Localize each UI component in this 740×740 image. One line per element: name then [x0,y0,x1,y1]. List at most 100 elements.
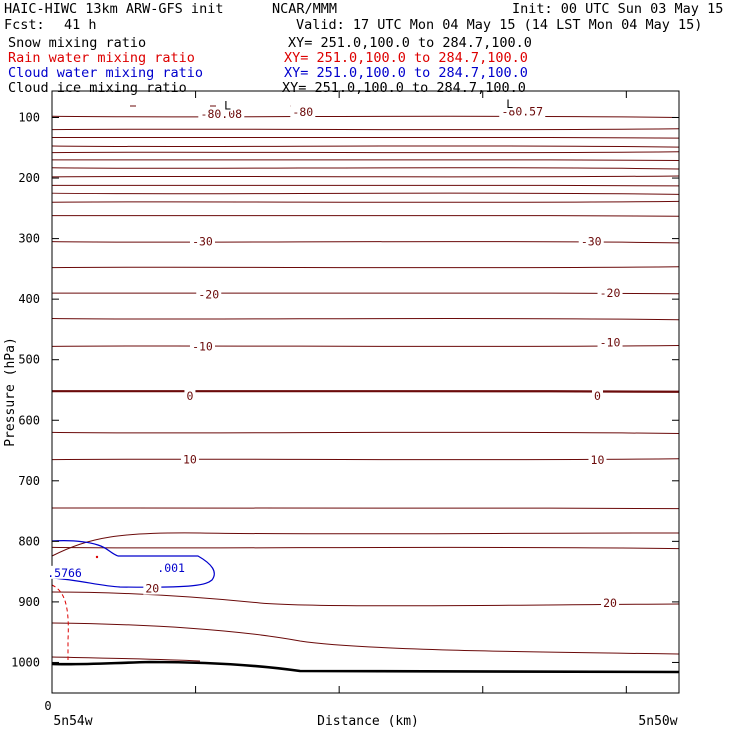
temperature-contour-line [51,431,680,435]
temperature-contour-line [51,200,680,203]
rain-water-contour [51,584,69,660]
y-tick-label: 500 [18,353,40,367]
field-cloud-water-range: XY= 251.0,100.0 to 284.7,100.0 [284,65,528,81]
temperature-contour-label-bg [591,389,603,403]
y-tick-label: 400 [18,292,40,306]
temperature-contour-line [51,151,680,154]
y-tick-label: 800 [18,534,40,548]
temperature-contour-line [51,184,680,187]
temperature-contour-line [51,656,201,662]
field-rain-label: Rain water mixing ratio [8,50,195,66]
temperature-contour-label: 0 [594,389,601,403]
field-cloud-ice-range: XY= 251.0,100.0 to 284.7,100.0 [282,80,526,96]
temperature-extremum-label: -80 [292,105,313,119]
temperature-contour-label-bg [189,339,215,353]
temperature-contour-line [51,344,680,347]
temperature-contour-label-bg [601,596,620,610]
temperature-contour-label: -20 [600,286,621,300]
terrain-surface-line [51,660,680,674]
temperature-contour-line [51,317,680,321]
temperature-contour-label: -20 [198,287,219,301]
low-marker: L [506,97,513,111]
temperature-contour-label-bg [196,287,222,301]
temperature-contour-line [51,266,680,269]
y-tick-label: 100 [18,111,40,125]
temperature-contour-label: 20 [145,582,159,596]
field-snow-label: Snow mixing ratio [8,35,147,51]
y-tick-label: 700 [18,474,40,488]
y-tick-label: 300 [18,232,40,246]
temperature-contour-line [51,175,680,178]
forecast-label: Fcst: [4,17,45,33]
temperature-contour-line [51,390,680,393]
x-right-label: 5n50w [638,714,677,729]
cloud-water-label: .5766 [47,566,82,580]
cloud-water-label-bg [155,560,188,574]
y-tick-label: 900 [18,595,40,609]
temperature-contour-label-bg [597,335,623,349]
plot-frame [51,90,680,694]
hydrometeor-contours [51,540,215,660]
field-snow-range: XY= 251.0,100.0 to 284.7,100.0 [288,35,532,51]
temperature-extremum-label-bg [290,105,316,119]
temperature-contour-label-bg [180,452,199,466]
temperature-contour-line [51,136,680,139]
temperature-contour-line [51,622,680,655]
temperature-contour-line [51,215,680,217]
rain-water-max-dot [95,555,99,559]
temperature-contour-label: -10 [600,336,621,350]
temperature-contour-label: -30 [581,235,602,249]
temperature-contour-line [51,292,680,295]
y-tick-label: 200 [18,171,40,185]
x-left-label: 5n54w [53,714,92,729]
temperature-contour-line [51,458,680,461]
init-time: Init: 00 UTC Sun 03 May 15 [512,1,724,17]
cloud-water-contour [51,540,215,588]
field-cloud-ice-label: Cloud ice mixing ratio [8,80,187,96]
temperature-contours [51,105,680,662]
temperature-contour-line [51,532,680,557]
terrain-line [51,660,680,674]
temperature-contour-line [51,546,680,550]
temperature-contour-label: 0 [186,389,193,403]
cloud-water-label: .001 [157,561,185,575]
temperature-contour-label: -10 [192,339,213,353]
temperature-contour-line [51,128,680,131]
temperature-contour-label-bg [588,453,607,467]
y-tick-label: 600 [18,413,40,427]
temperature-contour-line [51,159,680,161]
x-axis-ticks [51,91,627,693]
x-axis-label: Distance (km) [317,714,419,729]
forecast-hours: 41 h [64,17,97,33]
temperature-contour-line [51,591,680,607]
low-marker-bg [504,97,516,111]
valid-time: Valid: 17 UTC Mon 04 May 15 (14 LST Mon … [296,17,703,33]
y-tick-label: 1000 [11,655,40,669]
temperature-contour-label: 20 [603,596,617,610]
temperature-contour-label-bg [184,389,196,403]
low-marker-bg [222,98,234,112]
y-axis-label: Pressure (hPa) [3,337,18,447]
organization: NCAR/MMM [272,1,338,17]
temperature-contour-line [51,167,680,170]
cloud-water-label-bg [45,565,85,579]
temperature-contour-label-bg [189,234,215,248]
temperature-contour-line [51,145,680,148]
temperature-contour-label-bg [578,234,604,248]
x-origin-label: 0 [44,699,51,713]
field-cloud-water-label: Cloud water mixing ratio [8,65,204,81]
temperature-contour-label-bg [597,286,623,300]
low-marker: L [224,98,231,112]
temperature-contour-line [51,192,680,195]
field-rain-range: XY= 251.0,100.0 to 284.7,100.0 [284,50,528,66]
temperature-contour-label: 10 [591,453,605,467]
temperature-contour-label: 10 [183,453,197,467]
model-title: HAIC-HIWC 13km ARW-GFS init [4,1,224,17]
temperature-extremum-label: -80.08 [201,107,243,121]
temperature-contour-label-bg [143,581,162,595]
temperature-contour-line [51,507,680,510]
temperature-contour-line [51,115,680,118]
